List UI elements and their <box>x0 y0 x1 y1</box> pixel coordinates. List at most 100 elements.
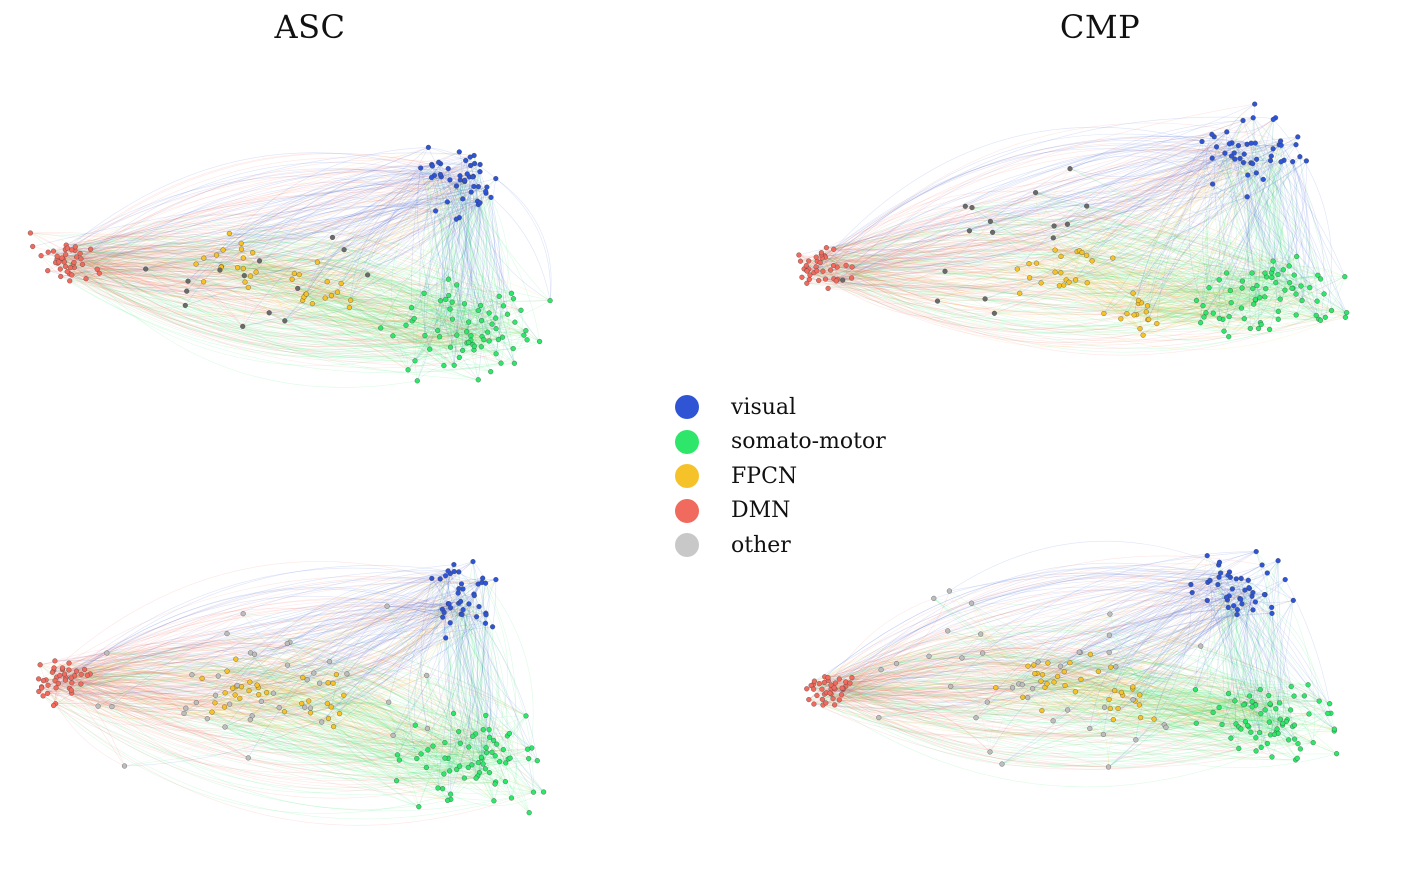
network-node-other <box>980 650 986 656</box>
network-node-visual <box>1227 574 1233 580</box>
network-edge <box>62 258 474 358</box>
network-edge <box>75 246 482 323</box>
network-edge <box>816 266 1273 295</box>
network-edge <box>52 576 462 673</box>
network-edge <box>312 303 381 329</box>
network-edge <box>250 652 397 781</box>
network-edge <box>1133 697 1301 750</box>
network-edge <box>57 262 204 292</box>
network-node-somato <box>485 329 491 335</box>
network-edge <box>816 695 1295 766</box>
network-edge <box>1092 260 1232 303</box>
network-edge <box>258 692 495 801</box>
network-edge <box>834 682 1305 706</box>
network-edge <box>1054 225 1256 300</box>
legend-item-fpcn: FPCN <box>675 459 905 494</box>
network-node-visual <box>477 161 483 168</box>
network-edge <box>1132 597 1227 688</box>
network-node-other <box>945 628 951 634</box>
network-node-dmn <box>811 701 817 707</box>
network-edge <box>451 176 472 336</box>
network-edge <box>56 255 243 327</box>
network-edge <box>420 753 451 800</box>
network-node-fpcn <box>341 692 347 698</box>
network-edge <box>1067 709 1239 737</box>
network-node-dmn <box>804 686 810 692</box>
network-edge <box>1038 614 1238 663</box>
network-edge <box>1035 192 1318 281</box>
network-node-somato <box>408 305 415 311</box>
network-edge <box>52 672 208 720</box>
network-edge <box>1060 592 1254 667</box>
network-edge <box>449 217 465 310</box>
network-edge <box>808 689 1196 739</box>
network-edge <box>482 339 491 372</box>
network-edge <box>808 572 1242 700</box>
network-edge <box>1052 224 1068 273</box>
network-edge <box>821 252 1265 275</box>
network-edge <box>473 594 538 761</box>
network-edge <box>806 635 1071 690</box>
network-edge <box>47 571 455 695</box>
network-node-somato <box>478 302 484 309</box>
network-edge <box>1133 689 1261 710</box>
network-edge <box>444 573 465 779</box>
network-edge <box>186 176 474 292</box>
network-edge <box>224 692 496 785</box>
network-node-fpcn <box>250 250 256 256</box>
network-edge <box>232 570 449 689</box>
network-edge <box>1212 689 1261 713</box>
network-node-fpcn <box>264 690 270 696</box>
network-edge <box>74 565 449 677</box>
network-edge <box>211 711 340 726</box>
network-edge <box>836 172 1257 268</box>
network-edge <box>825 134 1212 280</box>
network-node-other <box>878 667 884 673</box>
network-edge <box>806 265 1266 334</box>
network-edge <box>449 759 500 772</box>
network-edge <box>813 579 1286 709</box>
network-edge <box>1112 158 1236 259</box>
network-edge <box>1053 720 1257 752</box>
network-node-somato <box>473 775 479 781</box>
network-edge <box>1255 142 1346 277</box>
network-edge <box>67 247 471 336</box>
network-edge <box>1255 142 1283 278</box>
network-edge <box>1132 601 1256 690</box>
network-node-other <box>181 710 187 716</box>
network-edge <box>1091 131 1228 262</box>
network-node-visual <box>1216 559 1223 565</box>
network-node-somato <box>457 740 463 746</box>
network-node-visual <box>1234 612 1240 618</box>
network-node-somato <box>526 756 532 762</box>
network-edge <box>845 597 1227 683</box>
network-edge <box>820 262 1197 301</box>
network-edge <box>1033 664 1119 709</box>
network-edge <box>1226 144 1297 274</box>
network-edge <box>845 651 1034 683</box>
network-node-other <box>256 258 263 264</box>
network-edge <box>450 573 483 580</box>
network-edge <box>218 674 337 683</box>
network-edge <box>60 276 502 374</box>
network-edge <box>284 320 469 329</box>
network-edge <box>836 239 1080 282</box>
network-edge <box>1035 192 1318 276</box>
network-edge <box>145 268 463 360</box>
network-edge <box>229 695 302 705</box>
network-edge <box>71 227 500 297</box>
network-edge <box>1018 599 1228 685</box>
network-edge <box>252 715 419 807</box>
network-edge <box>982 597 1227 654</box>
network-edge <box>52 672 193 688</box>
network-edge <box>813 687 1269 696</box>
network-node-visual <box>1231 603 1237 609</box>
network-edge <box>1087 196 1248 284</box>
network-edge <box>332 583 462 684</box>
network-edge <box>1230 290 1319 320</box>
network-edge <box>1117 603 1243 709</box>
network-node-other <box>247 717 253 723</box>
network-edge <box>878 707 1220 755</box>
network-edge <box>81 674 249 759</box>
network-edge <box>65 235 338 293</box>
